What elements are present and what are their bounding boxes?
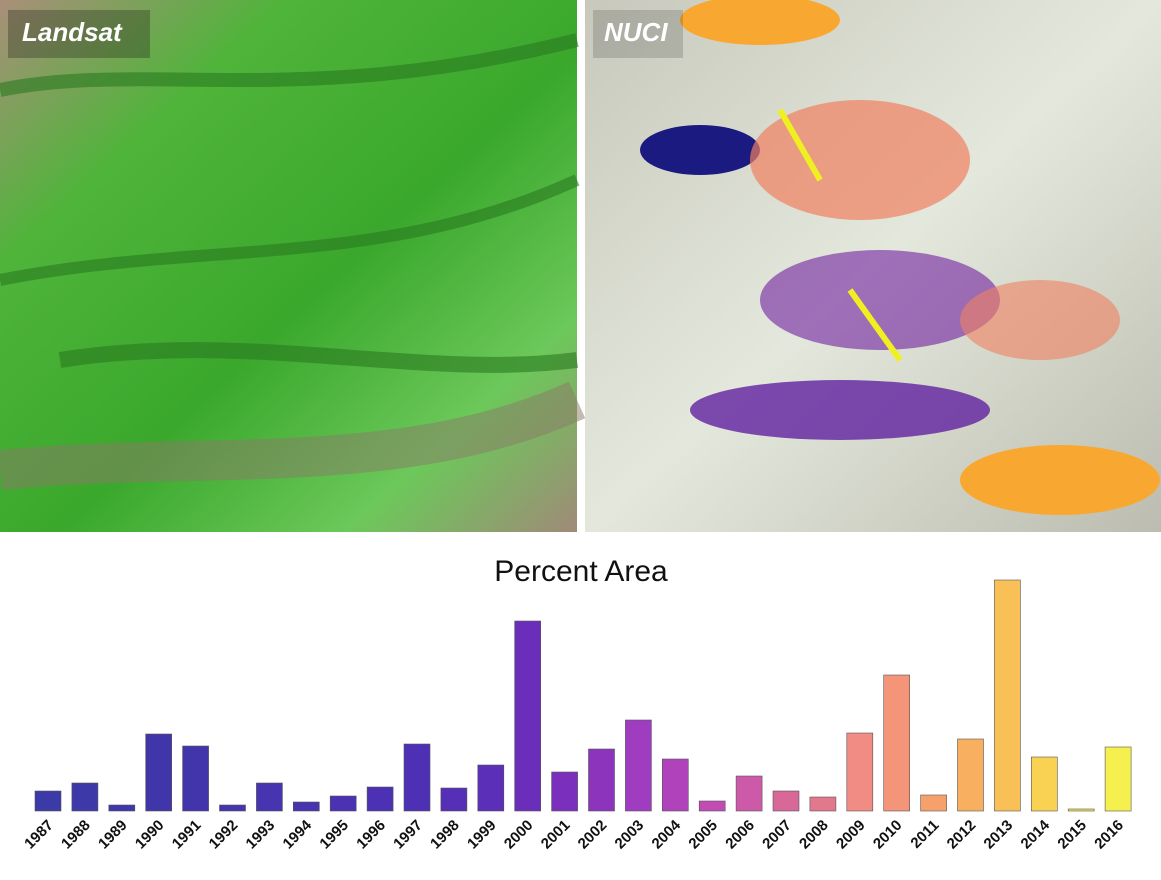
bar bbox=[108, 804, 136, 812]
chart-title: Percent Area bbox=[494, 555, 668, 588]
x-tick-label: 1996 bbox=[353, 817, 389, 853]
bar bbox=[219, 804, 246, 812]
x-tick-label: 2011 bbox=[907, 817, 942, 852]
x-tick-label: 2013 bbox=[981, 817, 1017, 853]
bar bbox=[329, 795, 357, 812]
bar bbox=[698, 800, 726, 812]
x-tick-label: 1992 bbox=[206, 817, 242, 853]
bar bbox=[256, 782, 283, 812]
bar bbox=[366, 786, 394, 812]
landsat-panel: Landsat bbox=[0, 0, 586, 532]
bar bbox=[772, 790, 800, 812]
bar bbox=[182, 745, 209, 812]
bar bbox=[1067, 808, 1095, 812]
nuci-panel: NUCI bbox=[585, 0, 1161, 532]
bar bbox=[809, 796, 837, 812]
bar bbox=[994, 579, 1021, 812]
bar bbox=[661, 758, 689, 812]
panel-label: NUCI bbox=[604, 17, 668, 47]
x-tick-label: 1989 bbox=[95, 817, 131, 853]
bar bbox=[440, 787, 468, 812]
x-tick-label: 1988 bbox=[58, 817, 94, 853]
bar bbox=[403, 743, 431, 812]
panel-label: Landsat bbox=[22, 17, 123, 47]
bar bbox=[71, 782, 99, 812]
bar bbox=[588, 748, 615, 812]
x-tick-label: 1990 bbox=[132, 817, 168, 853]
x-tick-label: 2012 bbox=[944, 817, 980, 853]
x-tick-label: 2004 bbox=[649, 816, 685, 852]
x-tick-label: 1999 bbox=[464, 817, 500, 853]
x-tick-label: 1998 bbox=[427, 817, 463, 853]
x-tick-label: 1997 bbox=[390, 817, 426, 853]
x-tick-label: 1995 bbox=[316, 817, 352, 853]
x-tick-label: 2002 bbox=[575, 817, 611, 853]
x-tick-label: 1991 bbox=[169, 817, 205, 853]
x-tick-label: 2015 bbox=[1054, 817, 1090, 853]
chart: 1987 1988 1989 1990 1991 1992 1993 1994 1995 1996… bbox=[21, 579, 1132, 853]
bar bbox=[625, 719, 652, 812]
bar bbox=[1031, 756, 1058, 812]
bar bbox=[846, 732, 874, 812]
x-tick-label: 1987 bbox=[21, 817, 57, 853]
bar bbox=[920, 794, 947, 812]
bar bbox=[34, 790, 62, 812]
x-tick-label: 2009 bbox=[833, 817, 869, 853]
bar bbox=[551, 771, 578, 812]
x-tick-label: 2000 bbox=[501, 817, 537, 853]
bar bbox=[1104, 746, 1132, 812]
x-tick-label: 2006 bbox=[722, 817, 758, 853]
bar bbox=[735, 775, 763, 812]
x-tick-label: 2016 bbox=[1091, 817, 1127, 853]
x-tick-label: 2014 bbox=[1018, 816, 1054, 852]
x-tick-label: 2007 bbox=[759, 817, 795, 853]
bar bbox=[145, 733, 172, 812]
x-tick-label: 2008 bbox=[796, 817, 832, 853]
bar bbox=[514, 620, 542, 812]
bar bbox=[477, 764, 505, 812]
x-tick-label: 1994 bbox=[280, 816, 316, 852]
x-tick-label: 2003 bbox=[612, 817, 648, 853]
x-tick-label: 2005 bbox=[685, 817, 721, 853]
x-tick-label: 2010 bbox=[870, 817, 906, 853]
x-tick-label: 2001 bbox=[538, 817, 574, 853]
bar bbox=[883, 674, 911, 812]
x-tick-label: 1993 bbox=[243, 817, 279, 853]
bar bbox=[957, 738, 984, 812]
bar bbox=[292, 801, 320, 812]
